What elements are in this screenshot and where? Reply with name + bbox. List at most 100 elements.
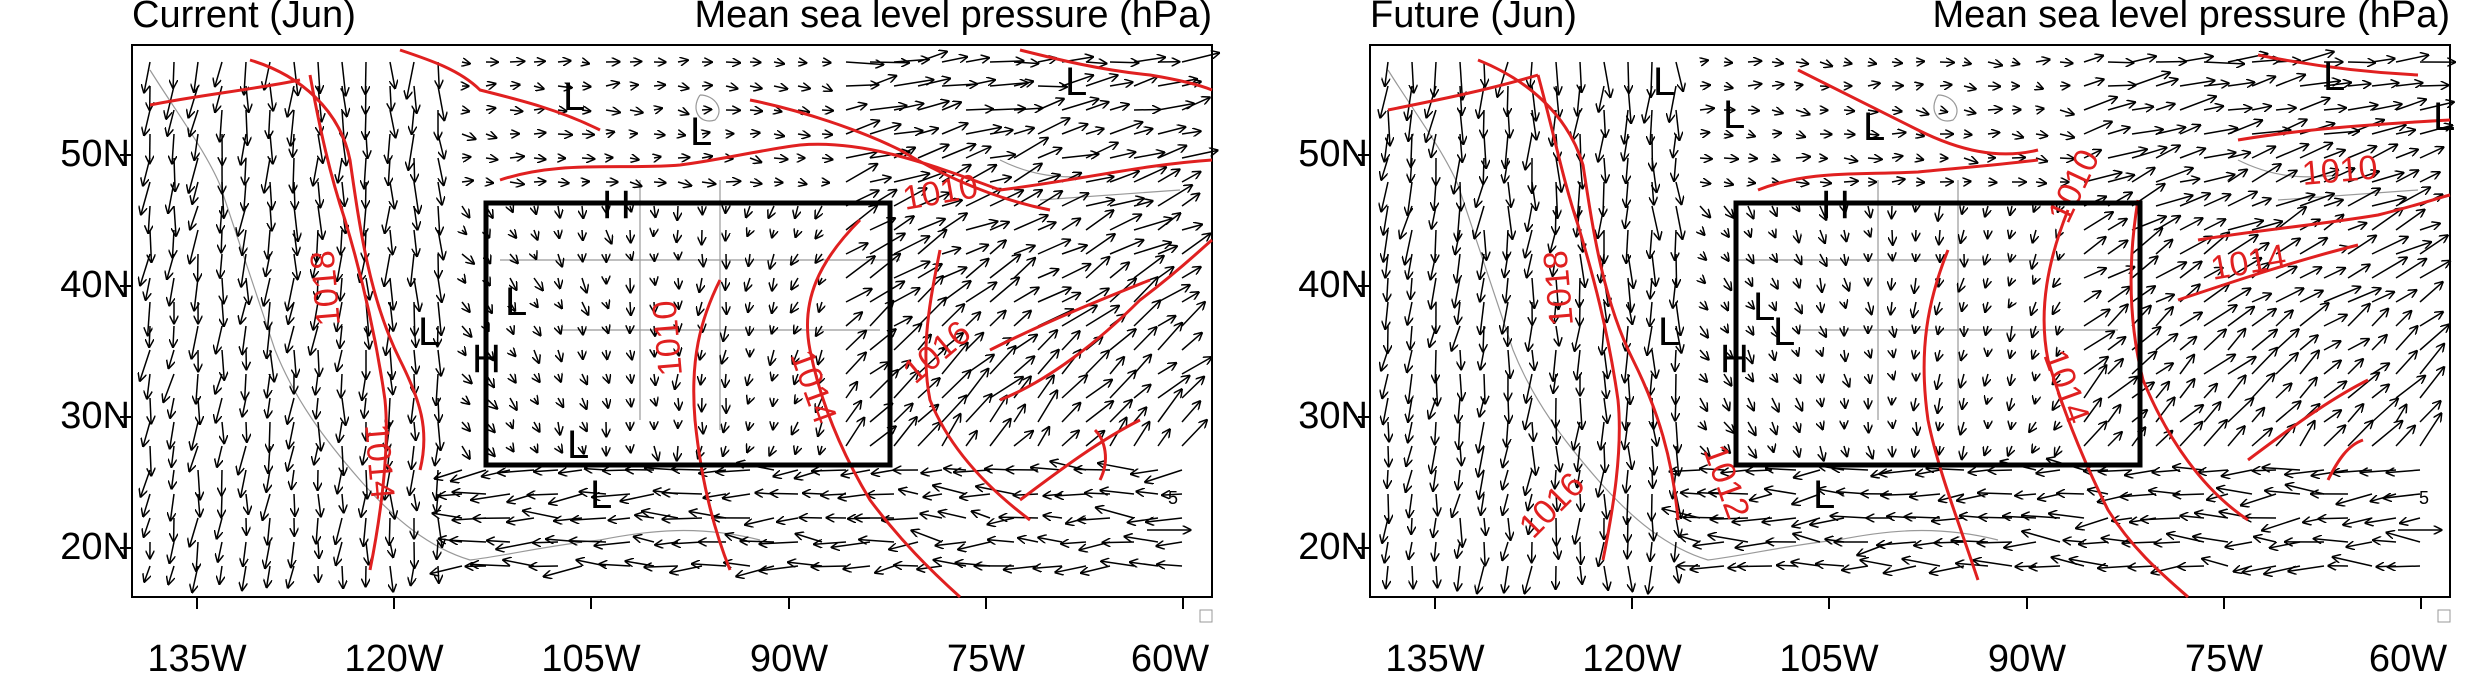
- wind-vector: [2395, 290, 2416, 303]
- wind-vector: [725, 181, 740, 182]
- wind-vector: [1772, 374, 1777, 381]
- wind-vector: [1133, 355, 1151, 375]
- wind-vector: [821, 134, 832, 135]
- wind-vector: [2032, 253, 2036, 268]
- wind-vector: [1056, 565, 1087, 572]
- wind-vector: [1748, 253, 1753, 263]
- wind-vector: [366, 85, 367, 113]
- wind-vector: [723, 445, 726, 456]
- wind-vector: [582, 205, 583, 218]
- wind-vector: [1013, 138, 1047, 159]
- wind-vector: [1604, 373, 1607, 398]
- wind-vector: [2036, 86, 2042, 89]
- wind-vector: [1484, 541, 1485, 565]
- wind-vector: [1820, 422, 1823, 429]
- wind-vector: [1109, 82, 1132, 86]
- wind-vector: [1181, 267, 1200, 279]
- wind-vector: [218, 541, 222, 561]
- wind-vector: [1914, 350, 1916, 358]
- wind-vector: [1651, 205, 1659, 239]
- wind-vector: [2011, 134, 2023, 137]
- wind-vector: [1795, 182, 1808, 184]
- wind-vector: [941, 103, 961, 111]
- wind-vector: [246, 277, 249, 304]
- wind-vector: [1506, 229, 1508, 259]
- wind-vector: [2299, 194, 2333, 207]
- wind-vector: [673, 469, 703, 470]
- wind-vector: [1795, 62, 1808, 64]
- wind-vector: [1508, 349, 1510, 377]
- wind-vector: [1816, 564, 1845, 566]
- wind-vector: [2010, 325, 2012, 341]
- wind-vector: [1987, 133, 1999, 135]
- wind-vector: [1061, 431, 1079, 447]
- wind-vector: [605, 110, 619, 112]
- wind-vector: [606, 326, 608, 333]
- wind-vector: [941, 124, 967, 135]
- wind-vector: [1410, 157, 1412, 181]
- wind-vector: [989, 61, 1023, 62]
- wind-vector: [2419, 147, 2443, 159]
- wind-vector: [510, 446, 513, 451]
- wind-vector: [869, 106, 906, 110]
- wind-vector: [190, 109, 199, 136]
- lat-label: 20N: [1298, 526, 1368, 568]
- wind-vector: [2131, 73, 2170, 87]
- wind-vector: [246, 109, 247, 144]
- wind-vector: [497, 541, 535, 549]
- wind-vector: [1747, 445, 1756, 457]
- wind-vector: [1747, 158, 1756, 159]
- wind-vector: [1675, 229, 1676, 260]
- wind-vector: [2107, 287, 2130, 303]
- wind-vector: [723, 325, 726, 341]
- wind-vector: [1772, 349, 1775, 360]
- wind-vector: [1532, 181, 1536, 210]
- wind-vector: [414, 85, 417, 112]
- wind-vector: [242, 325, 246, 354]
- wind-vector: [1555, 205, 1556, 234]
- reference-vector-label: 5: [1168, 488, 1179, 508]
- wind-vector: [749, 325, 750, 335]
- wind-vector: [1938, 205, 1940, 220]
- wind-vector: [1772, 277, 1777, 288]
- wind-vector: [366, 277, 370, 299]
- wind-vector: [770, 253, 774, 268]
- wind-vector: [1723, 182, 1733, 185]
- wind-vector: [1062, 542, 1087, 544]
- wind-vector: [1675, 61, 1683, 91]
- tick-marks: [1358, 154, 2422, 609]
- wind-vector: [313, 301, 318, 329]
- wind-vector: [1777, 565, 1797, 566]
- wind-vector: [390, 349, 392, 379]
- wind-vector: [726, 301, 727, 314]
- wind-vector: [1980, 517, 2013, 518]
- wind-vector: [172, 469, 174, 488]
- wind-vector: [560, 470, 583, 473]
- wind-vector: [313, 253, 318, 277]
- wind-vector: [820, 446, 822, 454]
- wind-vector: [1181, 357, 1211, 375]
- wind-vector: [558, 374, 561, 381]
- wind-vector: [220, 109, 222, 141]
- wind-vector: [965, 259, 988, 279]
- wind-vector: [1987, 109, 2001, 110]
- wind-vector: [2395, 55, 2428, 63]
- wind-vector: [194, 133, 198, 160]
- wind-vector: [845, 62, 883, 65]
- wind-vector: [2153, 470, 2181, 472]
- wind-vector: [654, 205, 655, 217]
- wind-vector: [461, 134, 475, 139]
- wind-vector: [2009, 278, 2012, 285]
- wind-vector: [654, 445, 658, 460]
- wind-vector: [2155, 196, 2192, 207]
- wind-vector: [2251, 309, 2275, 327]
- wind-vector: [266, 253, 270, 276]
- wind-vector: [2243, 565, 2277, 572]
- wind-vector: [917, 193, 949, 207]
- wind-vector: [1181, 151, 1217, 159]
- wind-vector: [1628, 85, 1631, 123]
- wind-vector: [2083, 56, 2103, 63]
- wind-vector: [438, 181, 442, 204]
- pressure-centers: L L L L L L L L L H H: [1653, 55, 2455, 517]
- wind-vector: [2275, 289, 2303, 303]
